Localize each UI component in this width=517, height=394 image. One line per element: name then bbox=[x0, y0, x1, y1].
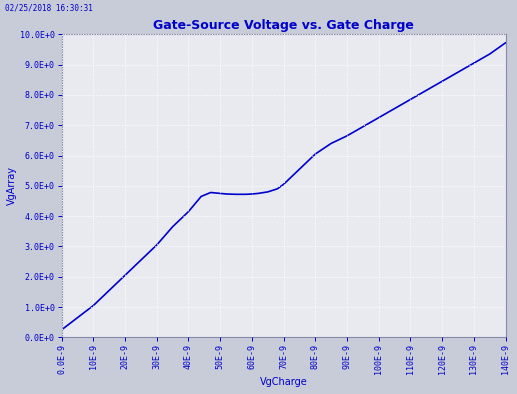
Text: 02/25/2018 16:30:31: 02/25/2018 16:30:31 bbox=[5, 4, 93, 13]
X-axis label: VgCharge: VgCharge bbox=[260, 377, 308, 387]
Title: Gate-Source Voltage vs. Gate Charge: Gate-Source Voltage vs. Gate Charge bbox=[153, 19, 414, 32]
Y-axis label: VgArray: VgArray bbox=[7, 166, 17, 205]
